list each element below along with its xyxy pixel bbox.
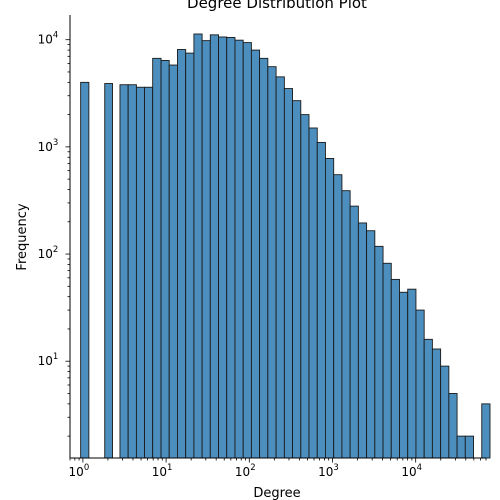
histogram-bar — [431, 348, 442, 459]
x-tick-label: 100 — [69, 463, 90, 479]
histogram-bar — [250, 49, 261, 459]
histogram-bar — [259, 57, 269, 459]
y-tick-label-base: 10 — [38, 247, 53, 261]
histogram-bar — [226, 36, 236, 459]
histogram-bar — [267, 66, 277, 459]
histogram-bar — [415, 309, 425, 459]
histogram-bar — [308, 127, 318, 459]
histogram-bar — [104, 83, 113, 459]
histogram-bar — [448, 393, 458, 459]
histogram-bar — [357, 222, 368, 459]
histogram-bar — [168, 64, 178, 459]
y-tick-label-exponent: 2 — [53, 245, 58, 255]
x-axis-label: Degree — [253, 486, 300, 500]
x-tick-label-exponent: 3 — [333, 463, 338, 473]
y-tick-label: 103 — [38, 138, 59, 154]
y-tick-label-exponent: 4 — [53, 31, 58, 41]
histogram-bar — [209, 34, 219, 459]
x-tick-label: 104 — [401, 463, 422, 479]
histogram-bar — [242, 42, 252, 459]
y-axis-label: Frequency — [15, 203, 30, 270]
histogram-bar — [341, 190, 351, 459]
histogram-bar — [135, 86, 145, 459]
histogram-bars — [80, 33, 491, 459]
histogram-bar — [275, 76, 285, 459]
histogram-bar — [399, 291, 409, 459]
y-tick-label: 102 — [38, 245, 59, 261]
x-tick-label: 102 — [235, 463, 256, 479]
histogram-bar — [333, 174, 343, 459]
histogram-bar — [366, 230, 376, 459]
histogram-bar — [193, 33, 203, 459]
x-tick-label: 103 — [318, 463, 339, 479]
chart-title: Degree Distribution Plot — [187, 0, 367, 12]
histogram-bar — [177, 49, 187, 459]
x-tick-label: 101 — [152, 463, 173, 479]
histogram-bar — [316, 141, 326, 459]
y-tick-label: 101 — [38, 352, 59, 368]
histogram-bar — [80, 81, 90, 459]
x-tick-label-exponent: 2 — [250, 463, 255, 473]
histogram-bar — [440, 365, 450, 459]
y-tick-label-exponent: 3 — [53, 138, 58, 148]
histogram-bar — [481, 403, 491, 459]
x-tick-label-base: 10 — [69, 465, 84, 479]
histogram-bar — [374, 245, 384, 459]
histogram-bar — [390, 278, 400, 459]
histogram-bar — [160, 60, 170, 459]
histogram-bar — [283, 88, 293, 459]
histogram-bar — [423, 338, 433, 459]
histogram-bar — [300, 114, 310, 459]
histogram-bar — [201, 40, 211, 459]
x-tick-label-base: 10 — [235, 465, 250, 479]
histogram-bar — [325, 157, 335, 459]
histogram-bar — [382, 262, 392, 459]
histogram-bar — [127, 84, 137, 459]
histogram-bar — [407, 288, 417, 459]
x-tick-label-exponent: 0 — [84, 463, 89, 473]
histogram-bar — [185, 52, 195, 459]
histogram-bar — [464, 435, 474, 459]
y-tick-label: 104 — [38, 31, 59, 47]
y-tick-label-base: 10 — [38, 140, 53, 154]
histogram-bar — [456, 435, 466, 459]
x-tick-label-exponent: 4 — [417, 463, 422, 473]
histogram-bar — [292, 100, 302, 459]
y-tick-label-exponent: 1 — [53, 352, 58, 362]
x-tick-label-base: 10 — [401, 465, 416, 479]
histogram-bar — [144, 86, 154, 459]
histogram-bar — [119, 84, 129, 459]
x-tick-label-base: 10 — [152, 465, 167, 479]
histogram-bar — [349, 205, 359, 459]
histogram-bar — [152, 57, 162, 459]
histogram-bar — [218, 36, 228, 459]
x-tick-label-exponent: 1 — [167, 463, 172, 473]
histogram-bar — [234, 39, 244, 459]
y-tick-label-base: 10 — [38, 33, 53, 47]
y-tick-label-base: 10 — [38, 354, 53, 368]
x-tick-label-base: 10 — [318, 465, 333, 479]
